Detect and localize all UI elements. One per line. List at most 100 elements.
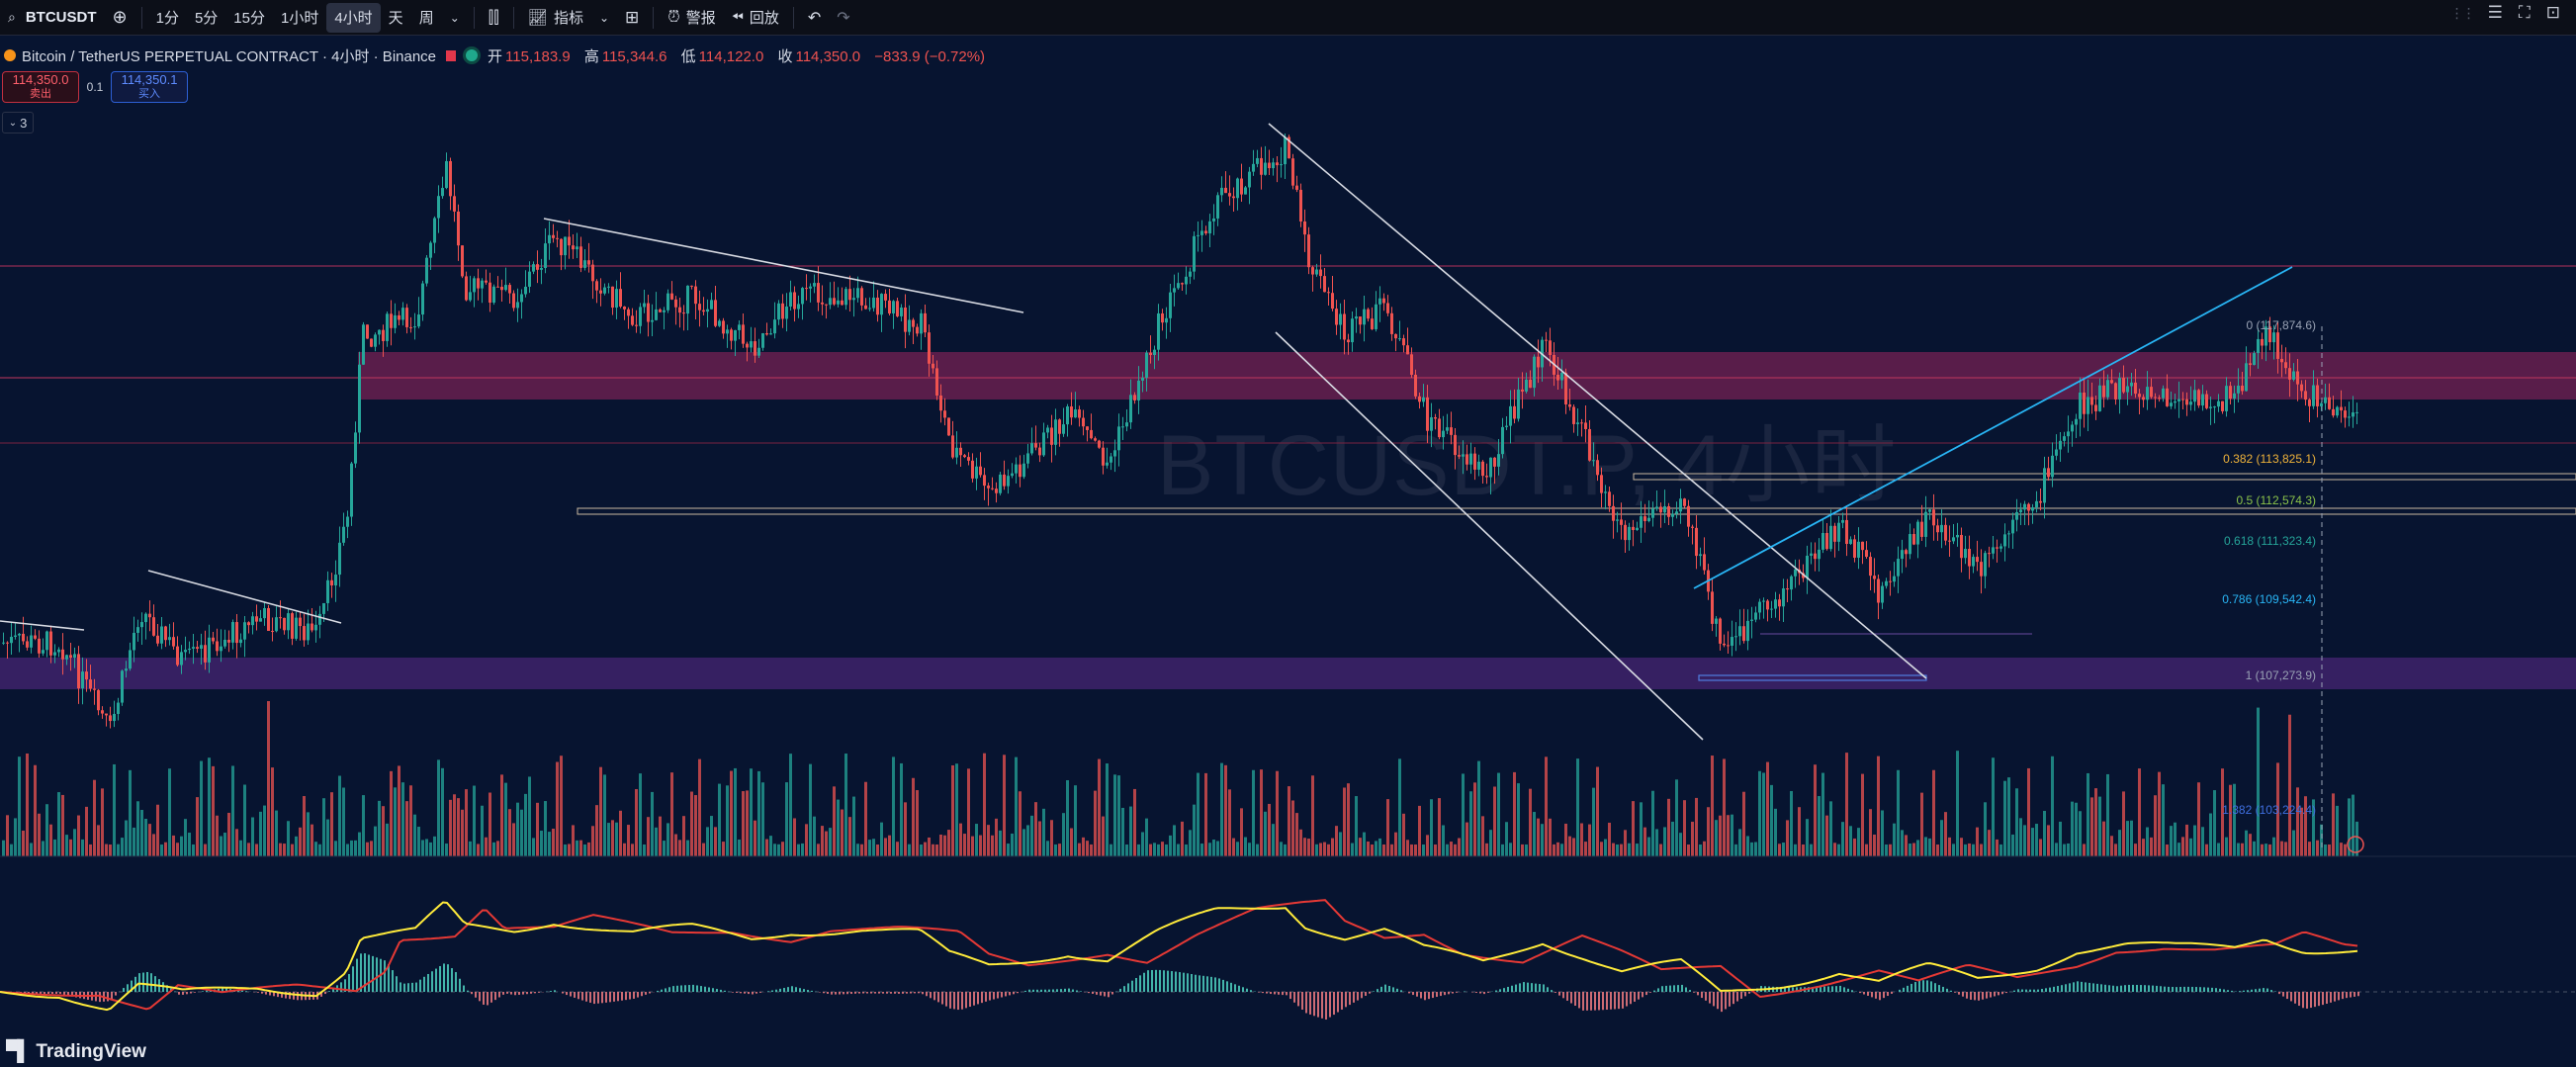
candle-body <box>884 294 887 301</box>
volume-bar <box>587 842 590 856</box>
macd-histogram-bar <box>1693 992 1695 993</box>
volume-bar <box>164 842 167 856</box>
indicators-dropdown-button[interactable]: ⌄ <box>591 3 617 33</box>
candle-body <box>1335 309 1338 325</box>
candle-body <box>2201 394 2204 406</box>
volume-bar <box>1703 841 1706 856</box>
macd-histogram-bar <box>348 973 350 992</box>
undo-button[interactable]: ↶ <box>800 3 829 33</box>
candle-body <box>924 312 927 333</box>
candle-body <box>259 618 262 622</box>
macd-signal-line <box>0 899 2358 1011</box>
candle-body <box>1228 193 1231 197</box>
candle-body <box>837 300 840 305</box>
candle-body <box>1794 569 1797 577</box>
drag-handle-icon[interactable]: ⋮⋮ <box>2449 4 2476 21</box>
volume-bar <box>370 841 373 856</box>
candle-body <box>528 271 531 287</box>
symbol-search-button[interactable]: ⌕ BTCUSDT <box>0 3 105 33</box>
volume-bar <box>928 837 931 856</box>
candle-body <box>1643 516 1646 521</box>
interval-1w[interactable]: 周 <box>418 10 434 27</box>
add-symbol-button[interactable]: ⊕ <box>105 3 135 33</box>
volume-bar <box>342 787 345 856</box>
volume-bar <box>959 823 962 856</box>
interval-dropdown-button[interactable]: ⌄ <box>442 3 468 33</box>
sell-button[interactable]: 114,350.0 卖出 <box>2 71 79 103</box>
candle-body <box>2292 371 2295 380</box>
interval-4h[interactable]: 4小时 <box>326 2 381 33</box>
candle-body <box>1288 136 1290 159</box>
volume-bar <box>607 823 610 856</box>
volume-bar <box>785 782 788 856</box>
candle-body <box>457 211 460 246</box>
macd-histogram-bar <box>1448 992 1450 995</box>
candle-body <box>1284 136 1287 165</box>
replay-button[interactable]: ⏪︎ 回放 <box>724 3 787 33</box>
interval-1d[interactable]: 天 <box>388 10 403 27</box>
volume-bar <box>354 840 357 856</box>
candle-body <box>1173 288 1176 293</box>
macd-histogram-bar <box>2310 992 2312 1009</box>
visibility-icon[interactable] <box>466 49 479 61</box>
buy-button[interactable]: 114,350.1 买入 <box>111 71 188 103</box>
macd-histogram-bar <box>981 992 983 1004</box>
camera-icon: ⊡ <box>2545 3 2560 22</box>
candle-body <box>1272 162 1275 169</box>
volume-bar <box>1928 838 1931 856</box>
volume-bar <box>1272 824 1275 856</box>
candle-body <box>1675 511 1678 514</box>
macd-histogram-bar <box>1879 992 1881 1001</box>
snapshot-button[interactable]: ⊡ <box>2538 3 2568 23</box>
flag-icon[interactable] <box>446 49 457 61</box>
macd-histogram-bar <box>1732 992 1734 1005</box>
indicators-collapse-button[interactable]: ⌄ 3 <box>2 112 34 133</box>
candle-body <box>678 307 681 313</box>
instrument-title[interactable]: Bitcoin / TetherUS PERPETUAL CONTRACT · … <box>22 47 437 65</box>
volume-bar <box>1731 814 1733 856</box>
volume-bar <box>2027 767 2030 856</box>
interval-1h[interactable]: 1小时 <box>280 10 319 27</box>
candle-body <box>627 309 630 316</box>
volume-bar <box>1011 833 1014 856</box>
volume-bar <box>1825 815 1828 856</box>
candle-body <box>1556 374 1559 381</box>
macd-histogram-bar <box>1558 992 1560 996</box>
indicators-label: 指标 <box>553 10 583 27</box>
macd-histogram-bar <box>2334 992 2336 1002</box>
redo-button[interactable]: ↷ <box>829 3 857 33</box>
chart-type-button[interactable]: ⫿⫿ <box>481 3 507 33</box>
interval-15m[interactable]: 15分 <box>233 10 265 27</box>
tradingview-logo[interactable]: ▀▌ TradingView <box>6 1040 146 1063</box>
macd-histogram-bar <box>494 992 496 1001</box>
alert-button[interactable]: ⏰︎ 警报 <box>660 3 724 33</box>
volume-bar <box>275 810 278 856</box>
candle-body <box>176 646 179 666</box>
candle-body <box>1529 379 1532 389</box>
volume-bar <box>1529 788 1532 856</box>
volume-bar <box>2134 844 2137 856</box>
candle-body <box>231 622 234 643</box>
interval-1m[interactable]: 1分 <box>155 10 179 27</box>
macd-histogram-bar <box>748 992 750 995</box>
macd-histogram-bar <box>1649 992 1651 993</box>
candle-body <box>1177 283 1180 289</box>
candle-body <box>793 292 796 310</box>
volume-bar <box>805 824 808 856</box>
interval-5m[interactable]: 5分 <box>194 10 219 27</box>
layout-button[interactable]: ⊞ <box>617 3 647 33</box>
candle-body <box>1774 599 1777 609</box>
fullscreen-button[interactable]: ⛶ <box>2511 3 2538 23</box>
candle-body <box>69 655 72 659</box>
candle-body <box>963 455 966 458</box>
macd-histogram-bar <box>2049 987 2051 992</box>
candle-body <box>1651 508 1654 518</box>
macd-histogram-bar <box>1519 983 1521 992</box>
layout-menu-button[interactable]: ☰ <box>2480 3 2511 23</box>
candle-body <box>2126 386 2129 393</box>
volume-bar <box>714 827 717 856</box>
candle-body <box>1778 599 1781 607</box>
macd-histogram-bar <box>997 992 999 999</box>
indicators-button[interactable]: 📈︎ 指标 <box>520 3 591 33</box>
